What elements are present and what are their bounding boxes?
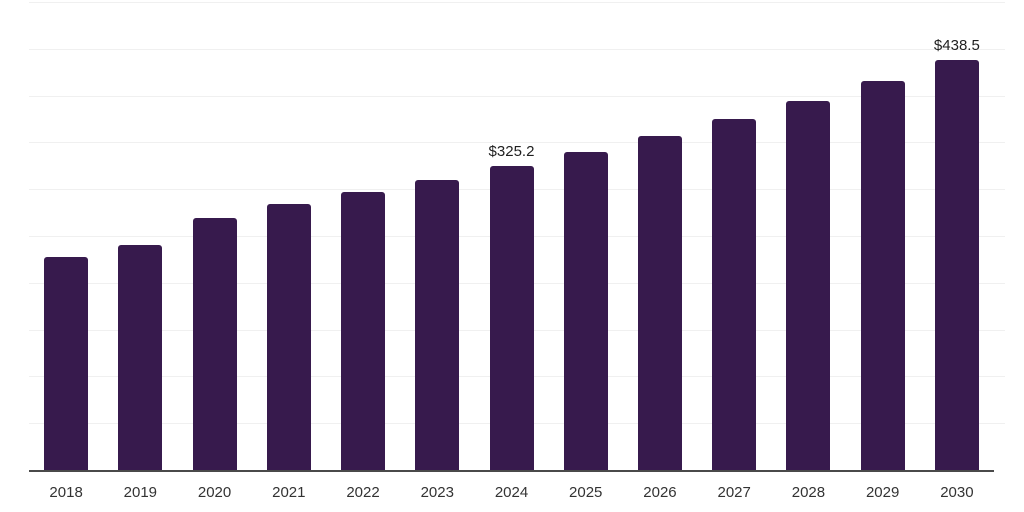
x-axis-line <box>29 470 994 472</box>
bar-2024 <box>489 165 534 470</box>
bar-2029 <box>860 81 905 470</box>
gridline <box>29 95 1005 97</box>
bar-2019 <box>118 245 163 470</box>
gridline <box>29 142 1005 144</box>
x-tick-label-2025: 2025 <box>569 484 603 501</box>
x-tick-label-2021: 2021 <box>272 484 306 501</box>
bar-2018 <box>44 256 89 470</box>
x-tick-label-2027: 2027 <box>717 484 751 501</box>
bar-2027 <box>712 119 757 470</box>
bar-2020 <box>192 218 237 470</box>
data-label-2024: $325.2 <box>488 142 535 160</box>
bar-2025 <box>563 151 608 470</box>
x-tick-label-2026: 2026 <box>643 484 677 501</box>
bar-2026 <box>637 135 682 470</box>
x-tick-label-2022: 2022 <box>346 484 380 501</box>
data-label-2030: $438.5 <box>933 36 980 54</box>
x-tick-label-2019: 2019 <box>123 484 158 501</box>
x-tick-label-2020: 2020 <box>197 484 232 501</box>
bar-2023 <box>415 180 460 470</box>
x-tick-label-2024: 2024 <box>494 484 529 501</box>
x-tick-label-2030: 2030 <box>940 484 974 501</box>
bar-2021 <box>266 204 311 470</box>
bar-2022 <box>341 192 386 470</box>
bar-2030 <box>934 59 979 470</box>
gridline <box>29 2 1005 3</box>
bar-2028 <box>786 101 831 470</box>
x-tick-label-2023: 2023 <box>420 484 454 501</box>
x-tick-label-2029: 2029 <box>865 484 900 501</box>
x-tick-label-2018: 2018 <box>49 484 83 501</box>
gridline <box>29 48 1005 50</box>
x-tick-label-2028: 2028 <box>791 484 826 501</box>
